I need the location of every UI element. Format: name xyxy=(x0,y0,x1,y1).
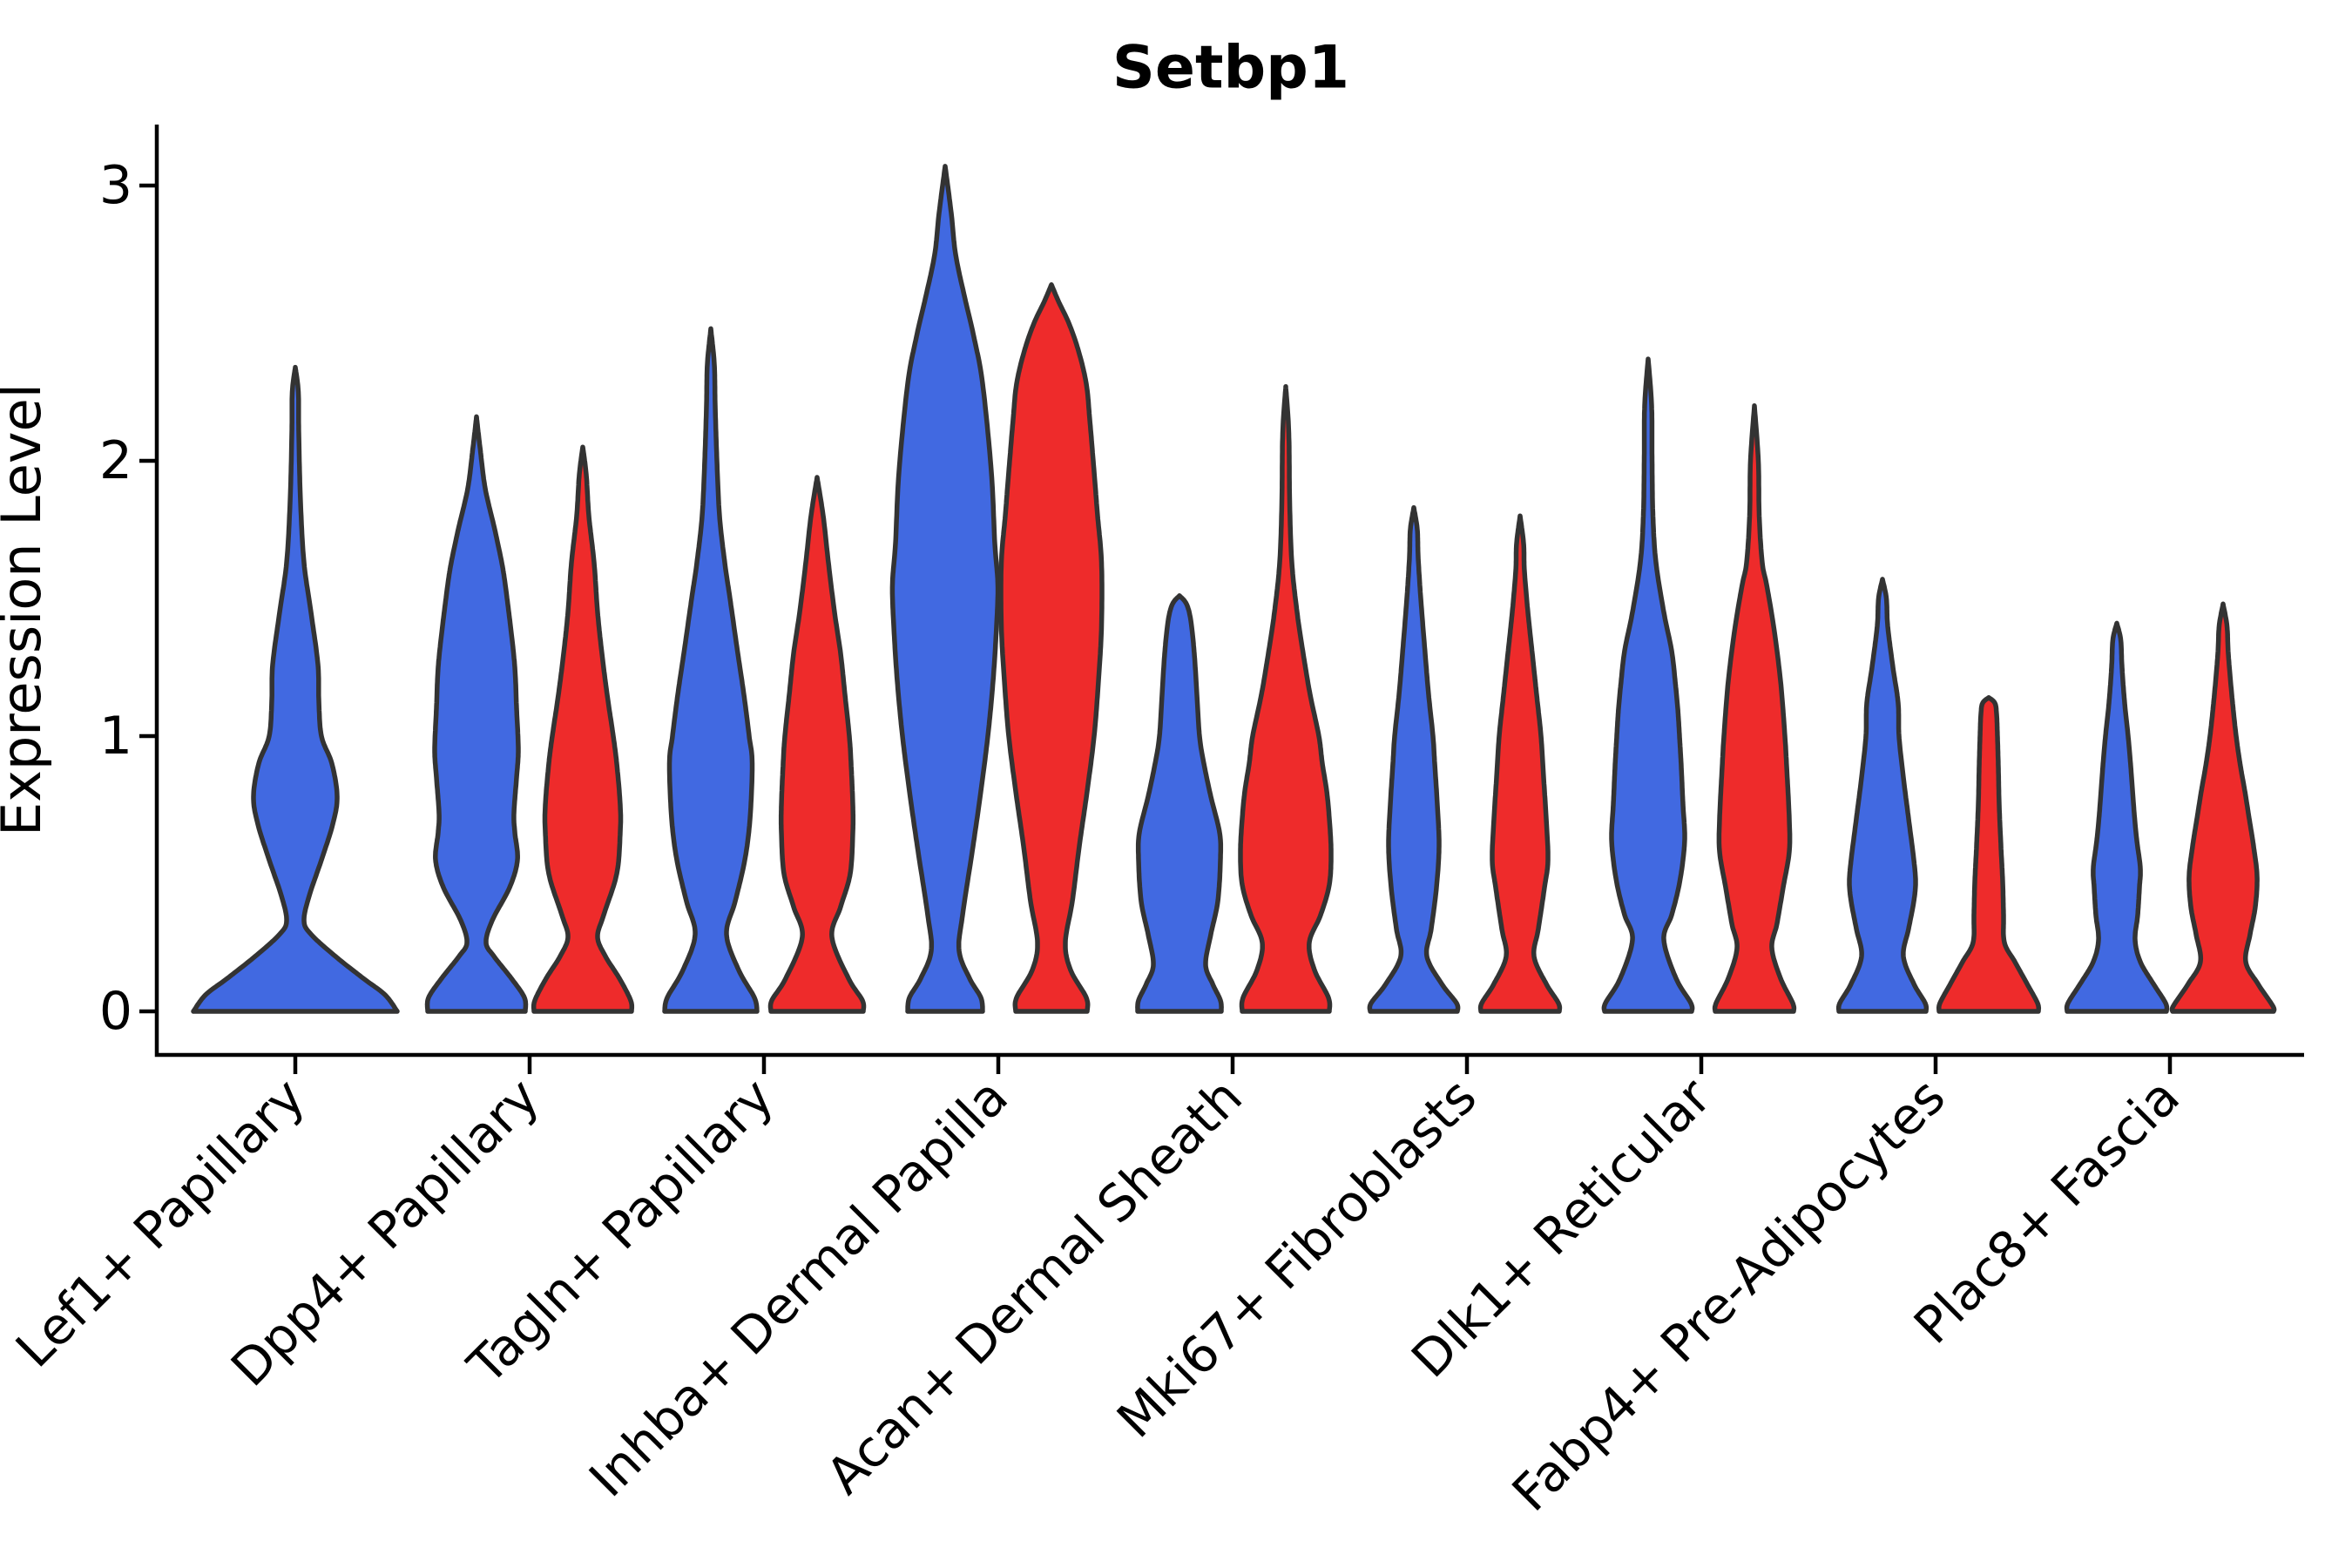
violin-lef1-papillary-blue xyxy=(191,364,400,1014)
violin-fabp4-pre-adipocytes-blue xyxy=(1835,577,1930,1014)
axis-spines xyxy=(154,125,2304,1058)
y-tick-label-2: 2 xyxy=(99,430,132,491)
violin-fabp4-pre-adipocytes-red xyxy=(1936,695,2042,1014)
y-tick-label-1: 1 xyxy=(99,706,132,767)
violin-dlk1-reticular-red xyxy=(1712,403,1797,1014)
violin-plac8-fascia-blue xyxy=(2064,620,2170,1014)
violin-dpp4-papillary-red xyxy=(531,444,635,1014)
violin-mki67-fibroblasts-red xyxy=(1477,513,1563,1014)
violin-acan-dermal-sheath-blue xyxy=(1135,593,1224,1014)
violin-inhba-dermal-papilla-blue xyxy=(889,164,1001,1014)
y-tick-label-0: 0 xyxy=(99,981,132,1042)
violin-acan-dermal-sheath-red xyxy=(1238,383,1334,1014)
violin-tagln-papillary-blue xyxy=(662,326,760,1014)
violin-tagln-papillary-red xyxy=(767,475,867,1014)
violin-mki67-fibroblasts-blue xyxy=(1367,504,1461,1014)
violin-plac8-fascia-red xyxy=(2169,601,2277,1014)
chart-title: Setbp1 xyxy=(1112,34,1349,103)
violin-dlk1-reticular-blue xyxy=(1601,356,1695,1014)
violin-dpp4-papillary-blue xyxy=(424,414,529,1014)
violin-inhba-dermal-papilla-red xyxy=(998,282,1105,1014)
y-axis-label: Expression Level xyxy=(0,383,53,836)
y-tick-label-3: 3 xyxy=(99,155,132,216)
